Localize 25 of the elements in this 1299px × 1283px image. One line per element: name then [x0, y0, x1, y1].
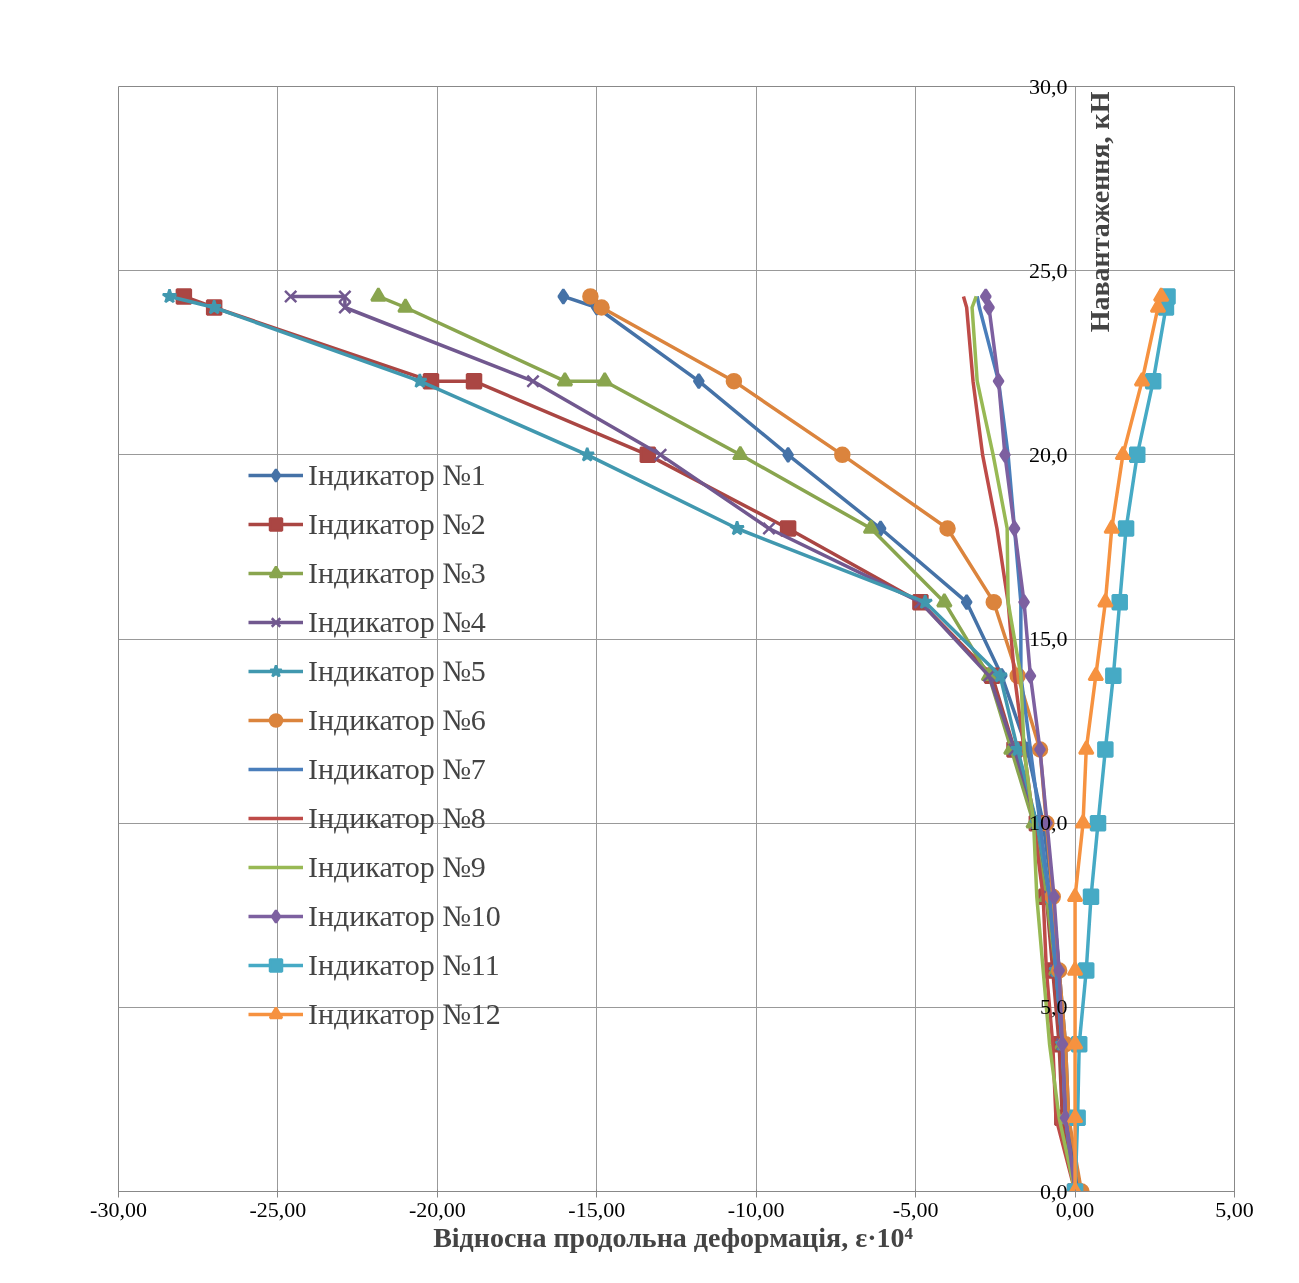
legend-label: Індикатор №3 [308, 556, 486, 590]
x-tick-label: -30,00 [90, 1196, 147, 1222]
x-tick-label: -20,00 [408, 1196, 466, 1222]
legend-label: Індикатор №7 [308, 752, 486, 786]
legend-label: Індикатор №5 [308, 654, 486, 688]
legend-label: Індикатор №10 [308, 899, 501, 933]
legend-label: Індикатор №11 [308, 948, 500, 982]
legend-label: Індикатор №9 [308, 850, 486, 884]
legend-label: Індикатор №2 [308, 507, 486, 541]
legend-label: Індикатор №6 [308, 703, 486, 737]
x-axis-title: Відносна продольна деформація, ε·10⁴ [433, 1221, 914, 1253]
legend-label: Індикатор №4 [308, 605, 486, 639]
x-tick-label: -15,00 [568, 1196, 626, 1222]
y-axis-title: Навантаження, кН [1084, 91, 1116, 333]
x-tick-label: -5,00 [892, 1196, 939, 1222]
legend-label: Індикатор №12 [308, 997, 501, 1031]
legend-label: Індикатор №8 [308, 801, 486, 835]
x-tick-label: -10,00 [727, 1196, 785, 1222]
y-tick-label: 20,0 [1029, 441, 1068, 467]
y-tick-label: 15,0 [1029, 626, 1068, 651]
legend-label: Індикатор №1 [308, 458, 486, 492]
y-tick-label: 25,0 [1029, 257, 1068, 283]
x-tick-label: -25,00 [249, 1196, 307, 1222]
y-tick-label: 30,0 [1029, 73, 1068, 99]
x-tick-label: 5,00 [1215, 1196, 1254, 1222]
